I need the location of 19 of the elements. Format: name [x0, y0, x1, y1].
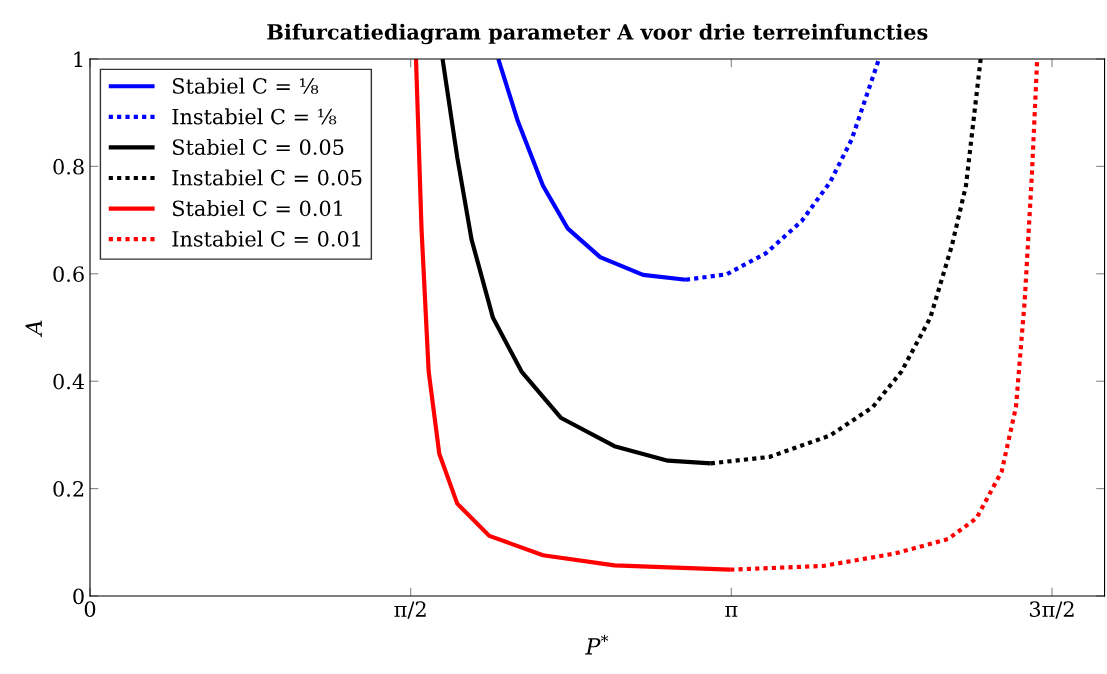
y-tick-label: 0.2	[53, 481, 84, 497]
y-axis-title: A	[25, 320, 42, 338]
legend-label: Instabiel C = 0.01	[172, 230, 361, 247]
x-axis-title: P$^{*}$	[585, 634, 609, 655]
x-tick-label: 3π/2	[1029, 601, 1074, 619]
legend-label: Instabiel C = ⅛	[172, 108, 337, 125]
chart-title: Bifurcatiediagram parameter A voor drie terreinfuncties	[267, 23, 928, 45]
y-tick-label: 0	[73, 588, 84, 605]
legend-label: Stabiel C = ⅛	[173, 77, 319, 94]
x-tick-label: 0	[84, 601, 96, 618]
legend-label: Instabiel C = 0.05	[172, 169, 362, 186]
y-tick-label: 0.8	[53, 158, 84, 175]
legend-label: Stabiel C = 0.01	[173, 200, 342, 217]
y-tick-label: 0.6	[53, 266, 84, 282]
legend-label: Stabiel C = 0.05	[173, 138, 344, 156]
y-tick-label: 1	[74, 51, 83, 67]
y-tick-label: 0.4	[53, 373, 85, 390]
x-tick-label: π/2	[394, 601, 426, 619]
x-tick-label: π	[725, 605, 738, 617]
